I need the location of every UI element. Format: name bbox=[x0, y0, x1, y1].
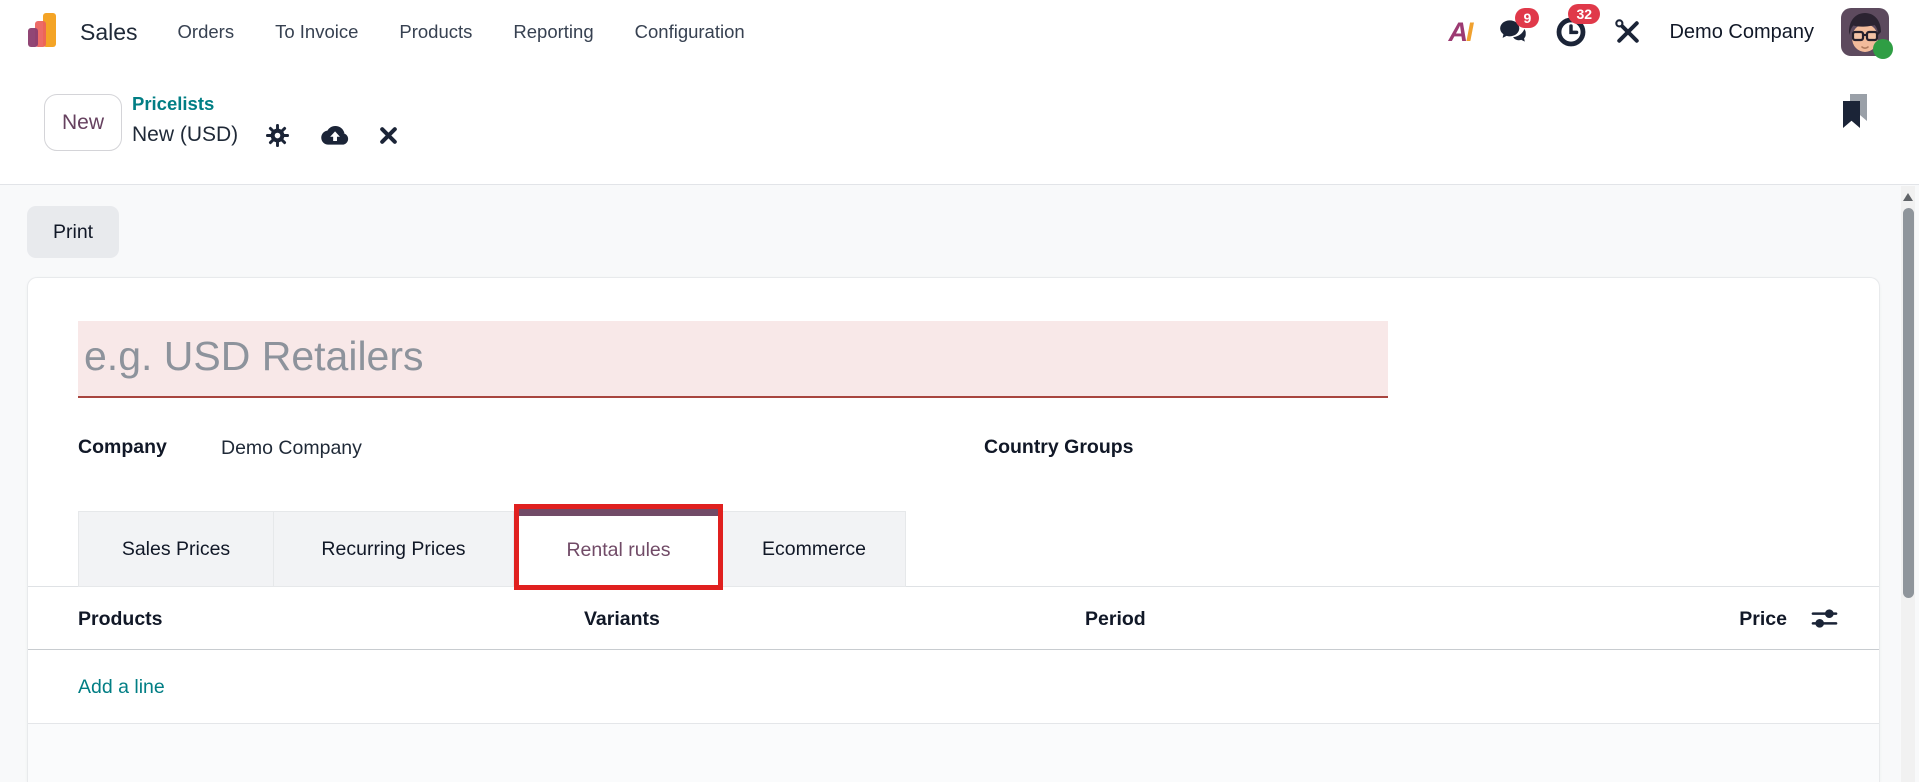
scrollbar-up-arrow-icon[interactable] bbox=[1903, 193, 1913, 201]
breadcrumb-current-record: New (USD) bbox=[132, 123, 239, 146]
vertical-scrollbar[interactable] bbox=[1901, 186, 1915, 782]
activities-badge: 32 bbox=[1568, 4, 1601, 24]
breadcrumb: Pricelists New (USD) bbox=[132, 93, 399, 148]
user-avatar[interactable] bbox=[1841, 8, 1893, 59]
new-record-button[interactable]: New bbox=[44, 94, 122, 151]
column-header-products[interactable]: Products bbox=[78, 608, 163, 630]
menu-orders[interactable]: Orders bbox=[177, 21, 235, 42]
country-groups-field[interactable] bbox=[1138, 430, 1538, 464]
control-panel: New Pricelists New (USD) bbox=[0, 64, 1919, 185]
company-field-value[interactable]: Demo Company bbox=[221, 437, 362, 459]
ai-icon[interactable]: AI bbox=[1448, 16, 1473, 47]
tab-recurring-prices[interactable]: Recurring Prices bbox=[274, 511, 514, 587]
annotation-rectangle: Rental rules bbox=[514, 504, 723, 590]
bookmark-icon[interactable] bbox=[1839, 92, 1871, 137]
column-header-variants[interactable]: Variants bbox=[584, 608, 660, 630]
tab-rental-rules[interactable]: Rental rules bbox=[519, 509, 718, 585]
app-switcher[interactable]: Sales bbox=[27, 11, 138, 54]
company-switcher[interactable]: Demo Company bbox=[1669, 20, 1814, 43]
print-button[interactable]: Print bbox=[27, 206, 120, 258]
tab-ecommerce[interactable]: Ecommerce bbox=[723, 511, 906, 587]
menu-configuration[interactable]: Configuration bbox=[634, 21, 745, 42]
column-header-price[interactable]: Price bbox=[1739, 608, 1787, 630]
pricelist-name-input[interactable] bbox=[78, 321, 1388, 398]
main-menu: Orders To Invoice Products Reporting Con… bbox=[178, 21, 745, 43]
sales-app-logo-icon bbox=[27, 11, 65, 54]
tabs-underline bbox=[28, 586, 1879, 587]
sheet-footer-area bbox=[28, 724, 1879, 782]
column-header-period[interactable]: Period bbox=[1085, 608, 1146, 630]
notebook-tabs: Sales Prices Recurring Prices Rental rul… bbox=[78, 504, 906, 590]
breadcrumb-pricelists-link[interactable]: Pricelists bbox=[132, 93, 215, 114]
tools-icon[interactable] bbox=[1614, 18, 1642, 46]
country-groups-field-label: Country Groups bbox=[984, 436, 1134, 458]
gear-icon[interactable] bbox=[265, 123, 290, 148]
menu-reporting[interactable]: Reporting bbox=[513, 21, 594, 42]
systray: AI 9 32 Demo Company bbox=[1448, 4, 1893, 59]
app-title[interactable]: Sales bbox=[80, 18, 138, 45]
activities-icon[interactable]: 32 bbox=[1555, 4, 1601, 48]
discard-x-icon[interactable] bbox=[378, 125, 399, 146]
menu-products[interactable]: Products bbox=[399, 21, 473, 42]
company-field-label: Company bbox=[78, 436, 167, 458]
rental-rules-list-header: Products Variants Period Price bbox=[28, 588, 1879, 650]
menu-to-invoice[interactable]: To Invoice bbox=[275, 21, 359, 42]
rules-empty-row: Add a line bbox=[28, 650, 1879, 724]
top-bar: Sales Orders To Invoice Products Reporti… bbox=[0, 0, 1919, 64]
messages-badge: 9 bbox=[1515, 8, 1540, 28]
cloud-save-icon[interactable] bbox=[317, 122, 351, 148]
add-a-line-link[interactable]: Add a line bbox=[78, 676, 165, 698]
optional-columns-icon[interactable] bbox=[1810, 605, 1839, 637]
online-status-dot bbox=[1873, 39, 1893, 59]
messages-icon[interactable]: 9 bbox=[1498, 8, 1540, 46]
tab-sales-prices[interactable]: Sales Prices bbox=[78, 511, 274, 587]
scrollbar-thumb[interactable] bbox=[1902, 208, 1914, 598]
pricelist-form-sheet: Company Demo Company Country Groups Sale… bbox=[27, 277, 1880, 782]
